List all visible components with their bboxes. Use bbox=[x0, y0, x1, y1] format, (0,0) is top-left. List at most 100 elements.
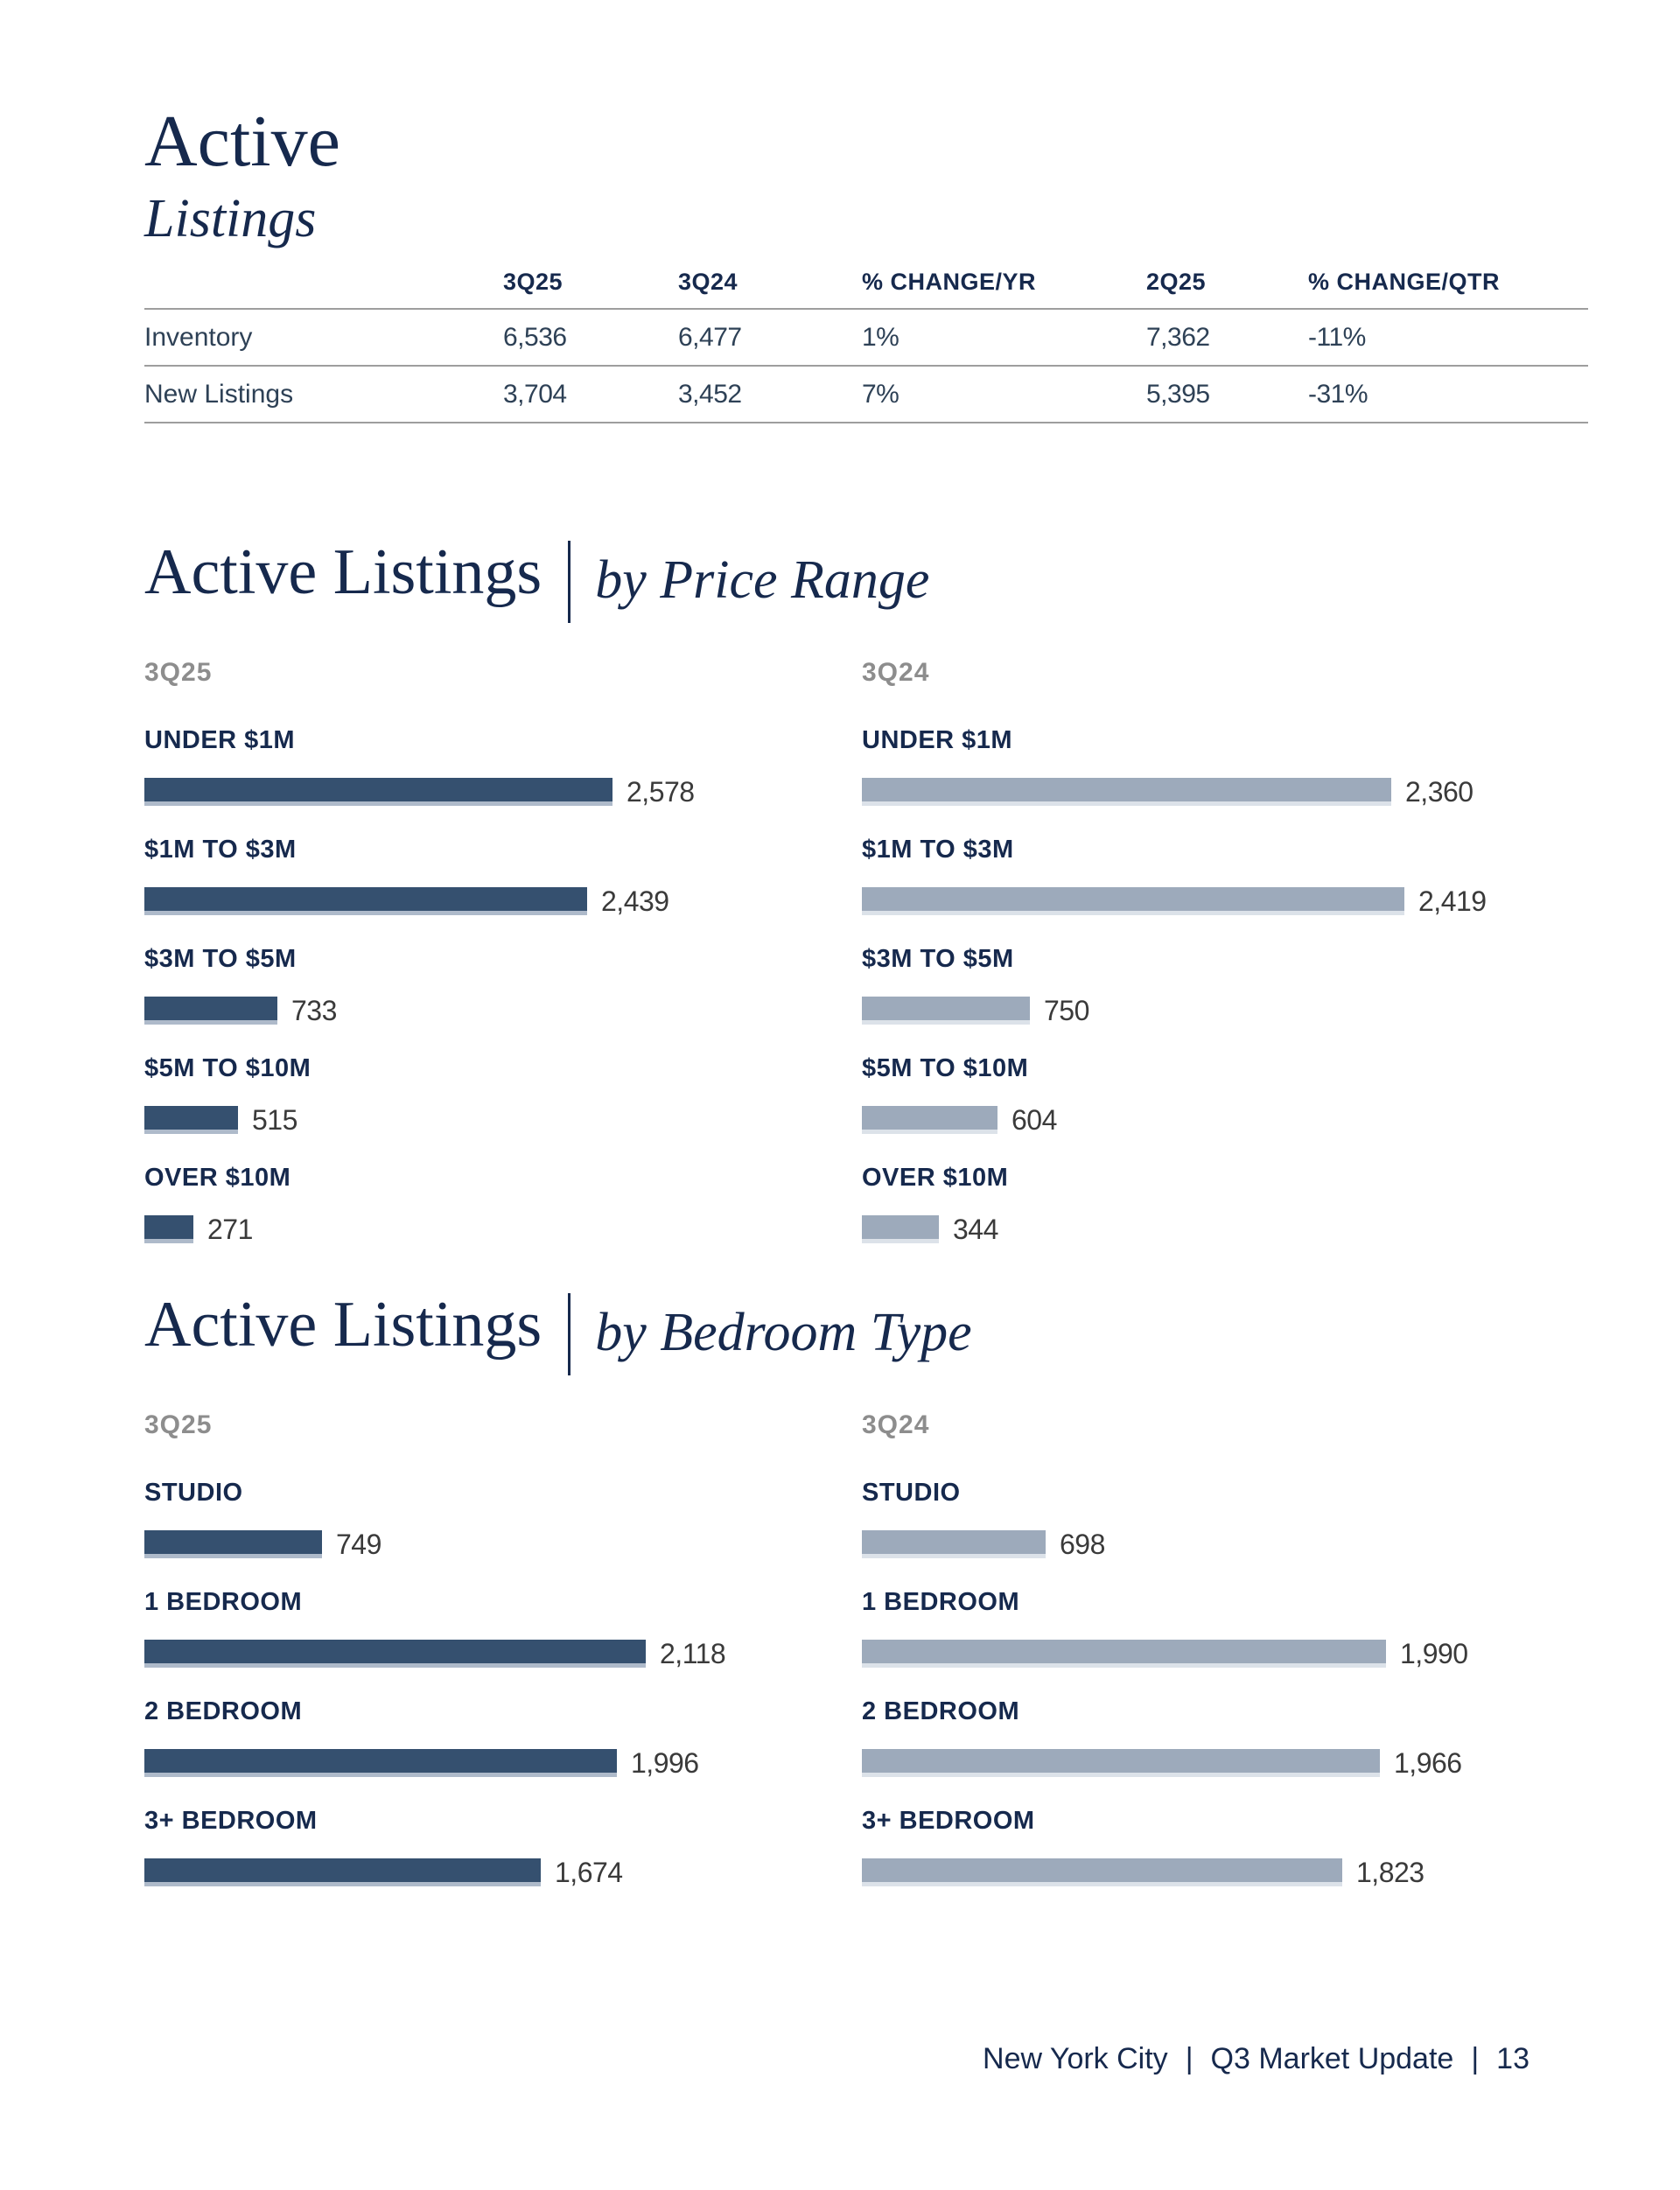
category-label: UNDER $1M bbox=[144, 726, 296, 754]
bar-value-label: 1,990 bbox=[1400, 1637, 1468, 1669]
category-label: 3+ BEDROOM bbox=[862, 1807, 1035, 1835]
bar-line: 750 bbox=[862, 994, 1588, 1026]
summary-table-header-row: 3Q25 3Q24 % CHANGE/YR 2Q25 % CHANGE/QTR bbox=[144, 252, 1588, 308]
bar bbox=[144, 1530, 322, 1558]
bar-line: 2,419 bbox=[862, 885, 1588, 917]
category-label: OVER $10M bbox=[144, 1164, 291, 1192]
bar-chart-3q24-bedroom: STUDIO 698 1 BEDROOM 1,990 2 BEDROOM 1,966 3+ … bbox=[862, 1479, 1588, 1888]
quarter-label: 3Q25 bbox=[144, 658, 213, 687]
page-title: Active Listings bbox=[144, 101, 340, 249]
bar-value-label: 2,419 bbox=[1418, 885, 1487, 917]
bar bbox=[144, 1749, 617, 1777]
bar-line: 698 bbox=[862, 1528, 1588, 1560]
category-label: 1 BEDROOM bbox=[144, 1588, 303, 1616]
footer-separator: | bbox=[1185, 2042, 1194, 2075]
bar-row: STUDIO 698 bbox=[862, 1479, 1588, 1560]
summary-table-header-change-qtr: % CHANGE/QTR bbox=[1308, 269, 1501, 295]
bar-value-label: 344 bbox=[953, 1213, 998, 1245]
chart-columns: 3Q25 UNDER $1M 2,578 $1M TO $3M 2,439 $3M TO… bbox=[144, 658, 1588, 1273]
row-label: New Listings bbox=[144, 379, 294, 409]
summary-table-header-empty bbox=[144, 296, 503, 308]
chart-column-3q24: 3Q24 STUDIO 698 1 BEDROOM 1,990 2 BEDROOM 1,9… bbox=[862, 1410, 1588, 1916]
bar bbox=[862, 1215, 939, 1243]
bar-row: OVER $10M 271 bbox=[144, 1164, 862, 1245]
bar-row: 2 BEDROOM 1,996 bbox=[144, 1697, 862, 1779]
bar bbox=[144, 1858, 541, 1886]
category-label: $5M TO $10M bbox=[144, 1054, 312, 1082]
bar-value-label: 698 bbox=[1060, 1528, 1105, 1560]
quarter-label: 3Q24 bbox=[862, 1410, 930, 1439]
bar-line: 2,439 bbox=[144, 885, 862, 917]
bar-row: STUDIO 749 bbox=[144, 1479, 862, 1560]
bar-line: 733 bbox=[144, 994, 862, 1026]
cell-value: 6,536 bbox=[503, 322, 567, 352]
bar-chart-3q25-bedroom: STUDIO 749 1 BEDROOM 2,118 2 BEDROOM 1,996 3+ … bbox=[144, 1479, 862, 1888]
bar-value-label: 1,674 bbox=[555, 1856, 623, 1888]
section-title: Active Listings by Bedroom Type bbox=[144, 1288, 1588, 1375]
category-label: 2 BEDROOM bbox=[862, 1697, 1020, 1725]
bar-value-label: 604 bbox=[1012, 1103, 1057, 1136]
bar bbox=[862, 887, 1404, 915]
bar-value-label: 2,439 bbox=[601, 885, 669, 917]
bar-row: $1M TO $3M 2,439 bbox=[144, 836, 862, 917]
summary-table-header-3q24: 3Q24 bbox=[678, 269, 738, 295]
bar-row: 3+ BEDROOM 1,674 bbox=[144, 1807, 862, 1888]
section-title-main: Active Listings bbox=[144, 536, 542, 608]
bar-line: 515 bbox=[144, 1103, 862, 1136]
bar-row: $1M TO $3M 2,419 bbox=[862, 836, 1588, 917]
summary-table-header-2q25: 2Q25 bbox=[1146, 269, 1207, 295]
footer-location: New York City bbox=[983, 2042, 1168, 2075]
cell-value: 7% bbox=[862, 379, 900, 409]
bar-line: 2,360 bbox=[862, 776, 1588, 808]
category-label: 2 BEDROOM bbox=[144, 1697, 303, 1725]
bar-value-label: 750 bbox=[1044, 994, 1089, 1026]
bar-line: 1,674 bbox=[144, 1856, 862, 1888]
table-rule bbox=[144, 308, 1588, 310]
bar-row: $5M TO $10M 604 bbox=[862, 1054, 1588, 1136]
cell-value: 6,477 bbox=[678, 322, 742, 352]
summary-table: 3Q25 3Q24 % CHANGE/YR 2Q25 % CHANGE/QTR … bbox=[144, 252, 1588, 423]
page-title-line2: Listings bbox=[144, 189, 317, 249]
cell-value: -11% bbox=[1308, 322, 1366, 352]
chart-column-3q25: 3Q25 UNDER $1M 2,578 $1M TO $3M 2,439 $3M TO… bbox=[144, 658, 862, 1273]
table-rule bbox=[144, 365, 1588, 367]
bar bbox=[144, 887, 587, 915]
bar-line: 1,966 bbox=[862, 1746, 1588, 1779]
bar-value-label: 1,966 bbox=[1394, 1746, 1462, 1779]
section-active-listings-by-price-range: Active Listings by Price Range 3Q25 UNDE… bbox=[144, 535, 1588, 1273]
bar bbox=[144, 1215, 193, 1243]
footer-report-name: Q3 Market Update bbox=[1210, 2042, 1454, 2075]
bar-value-label: 271 bbox=[207, 1213, 253, 1245]
summary-table-header-change-yr: % CHANGE/YR bbox=[862, 269, 1037, 295]
chart-column-3q25: 3Q25 STUDIO 749 1 BEDROOM 2,118 2 BEDROOM 1,9… bbox=[144, 1410, 862, 1916]
quarter-label: 3Q25 bbox=[144, 1410, 213, 1439]
table-row-inventory: Inventory 6,536 6,477 1% 7,362 -11% bbox=[144, 310, 1588, 365]
bar-row: 1 BEDROOM 1,990 bbox=[862, 1588, 1588, 1669]
bar bbox=[862, 1106, 998, 1134]
bar-value-label: 749 bbox=[336, 1528, 382, 1560]
chart-columns: 3Q25 STUDIO 749 1 BEDROOM 2,118 2 BEDROOM 1,9… bbox=[144, 1410, 1588, 1916]
bar-chart-3q24-price: UNDER $1M 2,360 $1M TO $3M 2,419 $3M TO $5M 7… bbox=[862, 726, 1588, 1245]
cell-value: 7,362 bbox=[1146, 322, 1210, 352]
bar-line: 344 bbox=[862, 1213, 1588, 1245]
bar bbox=[862, 1858, 1342, 1886]
cell-value: 3,452 bbox=[678, 379, 742, 409]
title-divider-line bbox=[568, 1293, 571, 1375]
category-label: UNDER $1M bbox=[862, 726, 1013, 754]
section-title: Active Listings by Price Range bbox=[144, 535, 1588, 623]
page-title-line1: Active bbox=[144, 101, 340, 182]
category-label: 1 BEDROOM bbox=[862, 1588, 1020, 1616]
bar bbox=[144, 1106, 238, 1134]
table-rule bbox=[144, 422, 1588, 423]
bar-value-label: 733 bbox=[291, 994, 337, 1026]
footer-page-number: 13 bbox=[1496, 2042, 1530, 2075]
bar bbox=[862, 997, 1030, 1025]
bar-line: 1,996 bbox=[144, 1747, 862, 1779]
category-label: $1M TO $3M bbox=[862, 836, 1014, 864]
bar bbox=[862, 1640, 1386, 1668]
page-footer: New York City | Q3 Market Update | 13 bbox=[983, 2042, 1530, 2076]
bar-row: $5M TO $10M 515 bbox=[144, 1054, 862, 1136]
cell-value: 3,704 bbox=[503, 379, 567, 409]
bar-value-label: 515 bbox=[252, 1103, 298, 1136]
